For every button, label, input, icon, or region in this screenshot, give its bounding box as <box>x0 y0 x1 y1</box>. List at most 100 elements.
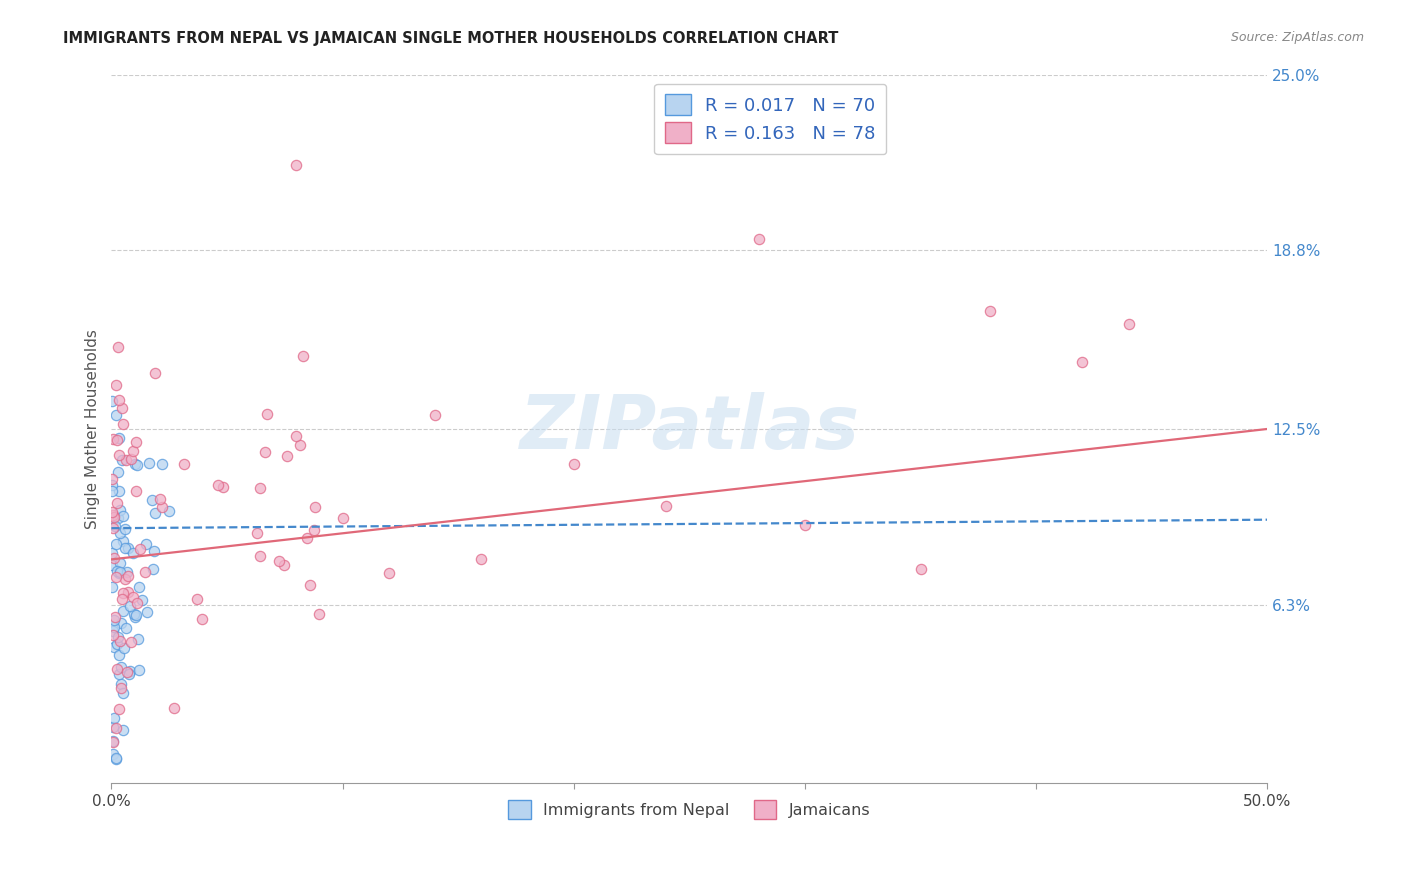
Point <box>110 681 132 695</box>
Point <box>105 537 128 551</box>
Point <box>101 627 124 641</box>
Point <box>107 484 129 499</box>
Point <box>135 537 157 551</box>
Point <box>100 545 122 559</box>
Point <box>378 566 401 580</box>
Point <box>127 632 149 646</box>
Point <box>105 496 128 510</box>
Point <box>111 604 134 618</box>
Point <box>107 566 129 580</box>
Point <box>748 232 770 246</box>
Point <box>110 502 132 516</box>
Point <box>1071 355 1094 369</box>
Y-axis label: Single Mother Households: Single Mother Households <box>86 329 100 529</box>
Point <box>108 448 131 462</box>
Point <box>107 465 129 479</box>
Point <box>110 677 132 691</box>
Point <box>143 366 166 380</box>
Point <box>285 158 308 172</box>
Point <box>163 700 186 714</box>
Point <box>105 751 128 765</box>
Point <box>101 735 124 749</box>
Point <box>101 747 124 761</box>
Point <box>114 452 136 467</box>
Point <box>149 491 172 506</box>
Point <box>910 562 932 576</box>
Point <box>111 686 134 700</box>
Point <box>112 640 135 655</box>
Point <box>125 434 148 449</box>
Point <box>107 431 129 445</box>
Point <box>110 565 132 579</box>
Point <box>143 544 166 558</box>
Point <box>103 620 125 634</box>
Point <box>143 506 166 520</box>
Point <box>112 723 135 737</box>
Point <box>114 541 136 555</box>
Point <box>470 551 492 566</box>
Point <box>121 444 143 458</box>
Text: Source: ZipAtlas.com: Source: ZipAtlas.com <box>1230 31 1364 45</box>
Point <box>104 519 127 533</box>
Point <box>114 522 136 536</box>
Point <box>308 607 330 621</box>
Point <box>150 457 173 471</box>
Point <box>114 621 136 635</box>
Point <box>142 562 165 576</box>
Point <box>103 510 125 524</box>
Point <box>103 551 125 566</box>
Point <box>141 493 163 508</box>
Point <box>124 457 146 471</box>
Point <box>101 432 124 446</box>
Point <box>211 480 233 494</box>
Point <box>103 521 125 535</box>
Point <box>117 569 139 583</box>
Point <box>101 720 124 734</box>
Point <box>105 637 128 651</box>
Point <box>111 417 134 431</box>
Point <box>108 666 131 681</box>
Point <box>124 609 146 624</box>
Point <box>332 511 354 525</box>
Point <box>304 500 326 514</box>
Point <box>125 483 148 498</box>
Point <box>105 434 128 448</box>
Point <box>285 429 308 443</box>
Point <box>128 663 150 677</box>
Point <box>207 477 229 491</box>
Point <box>562 457 585 471</box>
Point <box>101 472 124 486</box>
Point <box>186 592 208 607</box>
Point <box>108 557 131 571</box>
Point <box>138 456 160 470</box>
Point <box>110 660 132 674</box>
Point <box>135 605 157 619</box>
Point <box>107 510 129 524</box>
Point <box>105 662 128 676</box>
Point <box>125 458 148 473</box>
Point <box>1118 317 1140 331</box>
Point <box>269 553 291 567</box>
Point <box>111 586 134 600</box>
Point <box>103 613 125 627</box>
Point <box>117 667 139 681</box>
Text: IMMIGRANTS FROM NEPAL VS JAMAICAN SINGLE MOTHER HOUSEHOLDS CORRELATION CHART: IMMIGRANTS FROM NEPAL VS JAMAICAN SINGLE… <box>63 31 838 46</box>
Point <box>276 449 298 463</box>
Point <box>107 340 129 354</box>
Point <box>299 578 322 592</box>
Point <box>103 610 125 624</box>
Point <box>128 580 150 594</box>
Point <box>100 580 122 594</box>
Point <box>105 564 128 578</box>
Point <box>103 640 125 654</box>
Point <box>120 452 142 467</box>
Point <box>117 585 139 599</box>
Point <box>120 635 142 649</box>
Point <box>101 483 124 498</box>
Point <box>105 378 128 392</box>
Point <box>291 349 314 363</box>
Point <box>297 531 319 545</box>
Point <box>115 665 138 679</box>
Point <box>150 500 173 514</box>
Point <box>110 525 132 540</box>
